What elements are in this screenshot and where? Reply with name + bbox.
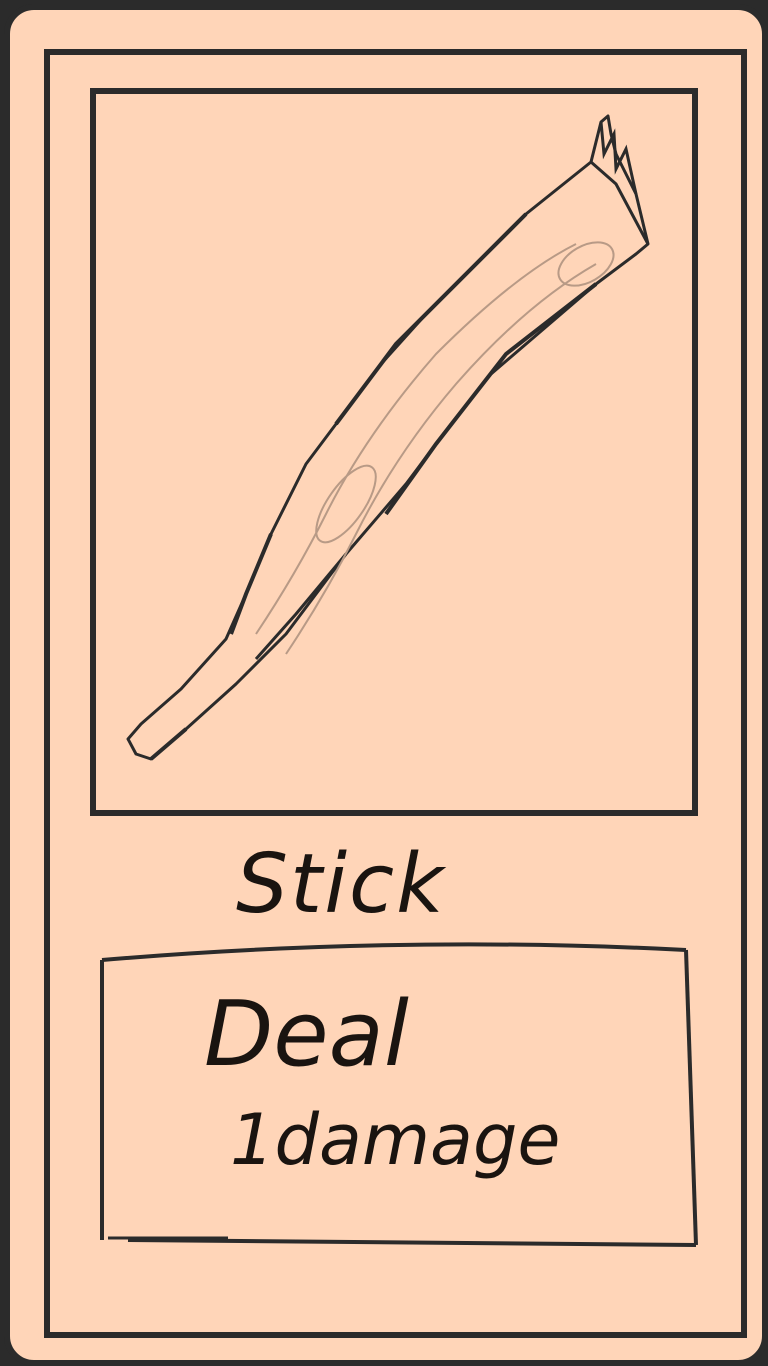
description-box-outline <box>100 942 698 1247</box>
card-description-line-1: Deal <box>204 982 409 1087</box>
game-card[interactable]: Stick Deal 1damage <box>4 4 768 1366</box>
card-description-line-2: 1damage <box>230 1099 561 1181</box>
card-art-frame <box>90 88 698 816</box>
card-title: Stick <box>236 837 446 932</box>
stick-icon <box>126 114 650 761</box>
card-description-box: Deal 1damage <box>98 940 702 1254</box>
card-inner-frame <box>44 49 747 1338</box>
